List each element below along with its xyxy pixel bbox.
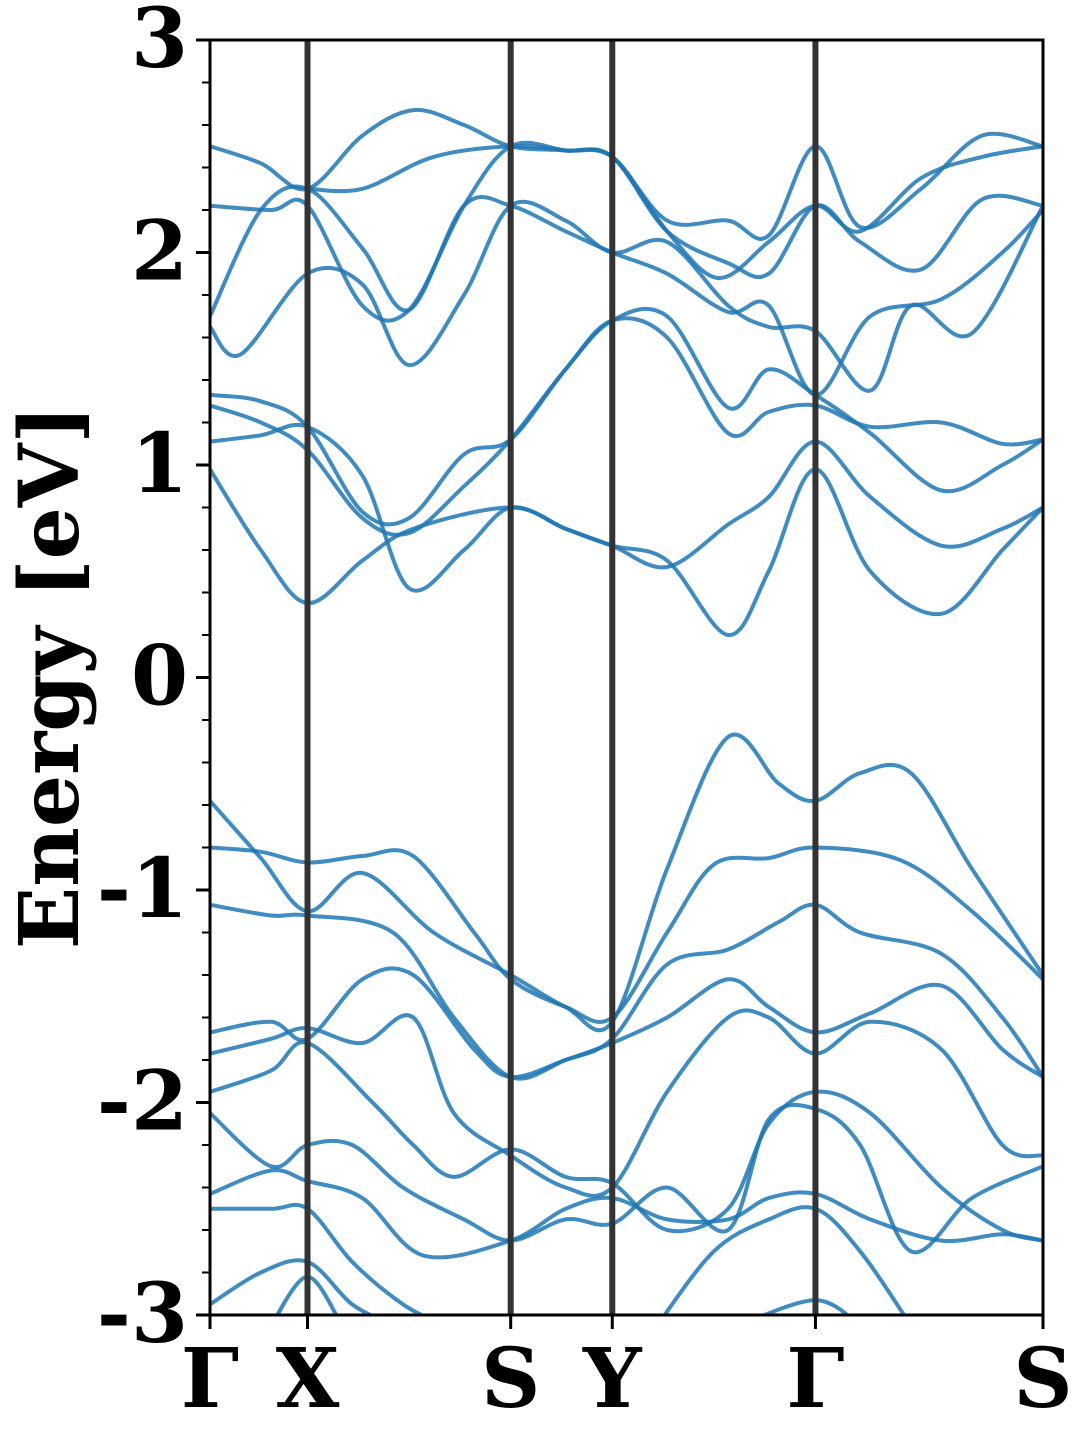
- band-line-7: [210, 1103, 1043, 1255]
- band-line-13: [759, 1298, 851, 1315]
- y-tick-label: 0: [131, 629, 188, 725]
- y-tick-label: -1: [97, 841, 188, 937]
- band-line-16: [210, 316, 1043, 537]
- band-line-17: [210, 306, 1043, 527]
- bands-group: [210, 108, 1043, 1315]
- band-line-5: [210, 1008, 1043, 1198]
- y-tick-label: 2: [131, 204, 188, 300]
- x-tick-label: S: [1013, 1331, 1072, 1427]
- plot-frame: [208, 38, 1045, 1317]
- x-tick-label: Γ: [181, 1331, 239, 1427]
- x-tick-label: S: [481, 1331, 540, 1427]
- band-line-18: [210, 199, 1043, 393]
- y-tick-label: 3: [131, 0, 188, 87]
- band-line-3: [210, 902, 1043, 1081]
- band-line-1: [210, 732, 1043, 1033]
- band-line-9: [210, 1202, 426, 1315]
- x-tick-label: X: [276, 1331, 340, 1427]
- band-line-14: [210, 467, 1043, 637]
- y-tick-label: 1: [131, 416, 188, 512]
- y-axis-label: Energy [eV]: [2, 405, 98, 949]
- band-line-19: [210, 184, 1043, 397]
- band-line-11: [662, 1205, 907, 1315]
- y-tick-label: -3: [97, 1266, 188, 1362]
- band-line-15: [210, 422, 1043, 593]
- y-axis-ticks: -3 -2 -1 0 1 2 3: [97, 0, 210, 1362]
- x-tick-label: Γ: [786, 1331, 844, 1427]
- y-tick-label: -2: [97, 1054, 188, 1150]
- high-symmetry-lines: [304, 40, 819, 1315]
- band-line-22: [305, 144, 1043, 281]
- band-line-8: [210, 1168, 1043, 1260]
- x-tick-label: Y: [582, 1331, 643, 1427]
